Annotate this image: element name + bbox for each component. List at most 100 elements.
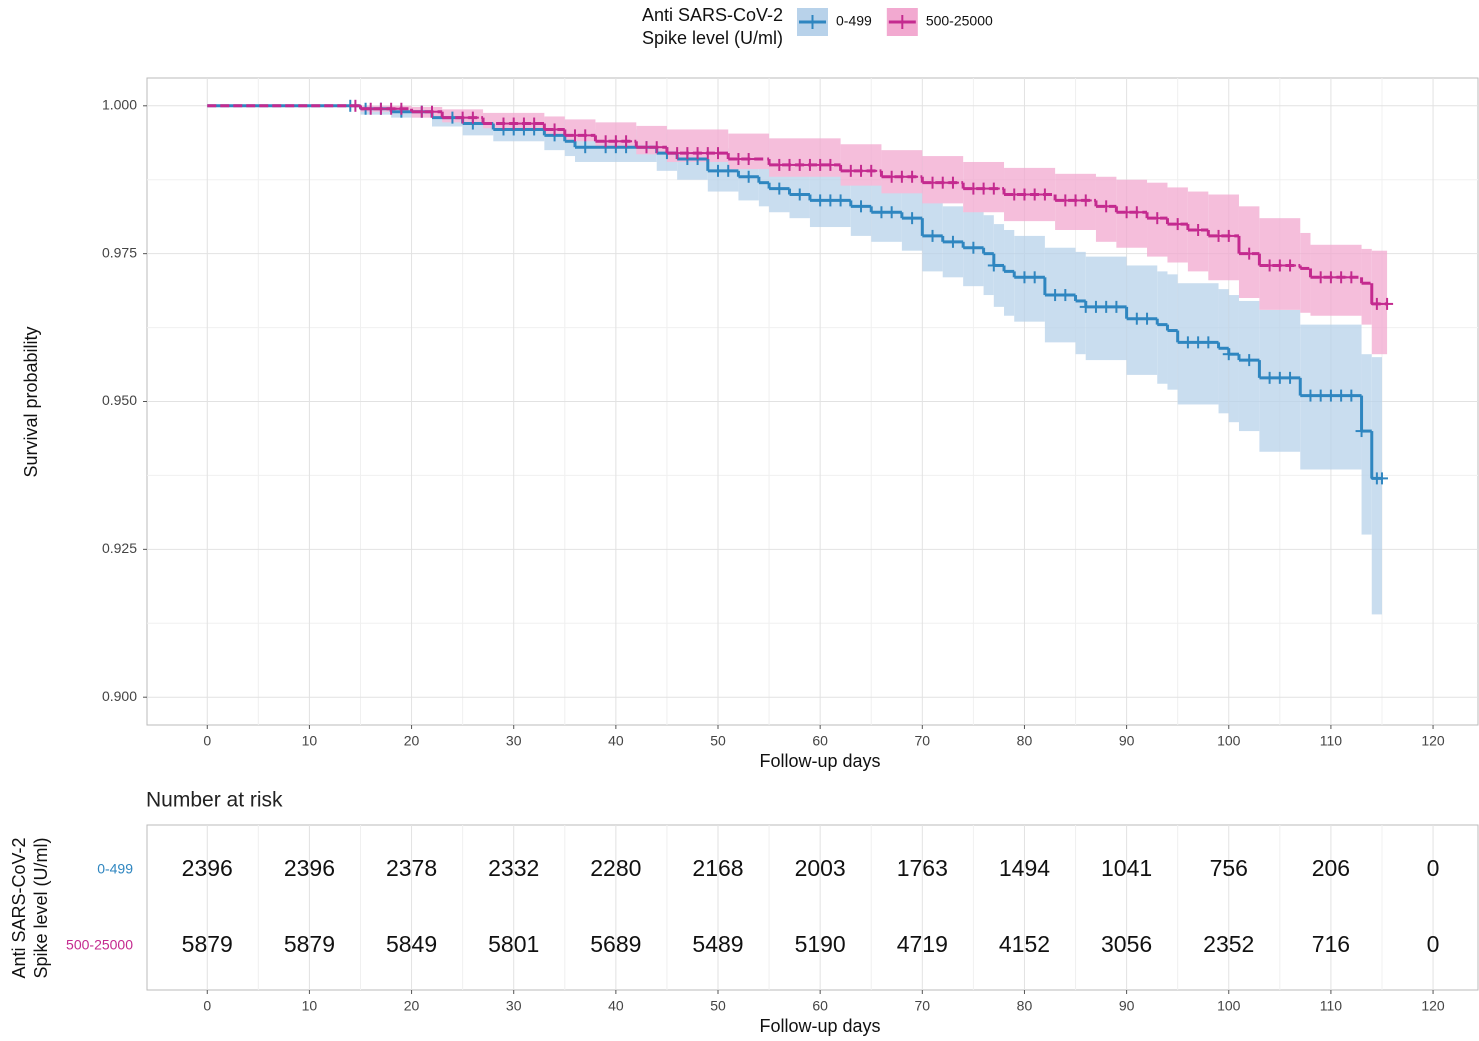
censor-mark	[1141, 312, 1154, 325]
censor-mark	[1375, 472, 1388, 485]
x-tick-label: 80	[1017, 733, 1033, 749]
censor-mark	[1079, 194, 1092, 207]
risk-count: 4152	[999, 931, 1050, 957]
x-tick-label: 120	[1421, 733, 1445, 749]
x-tick-label: 20	[404, 733, 420, 749]
censor-mark	[650, 141, 663, 154]
censor-mark	[681, 147, 694, 160]
censor-mark	[1171, 218, 1184, 231]
censor-mark	[926, 229, 939, 242]
censor-mark	[732, 153, 745, 166]
censor-mark	[671, 147, 684, 160]
censor-mark	[824, 194, 837, 207]
censor-mark	[855, 200, 868, 213]
x-tick-label: 10	[302, 998, 318, 1014]
x-tick-label: 10	[302, 733, 318, 749]
confidence-band	[1361, 248, 1372, 325]
confidence-band	[1157, 271, 1168, 384]
censor-mark	[1324, 389, 1337, 402]
censor-mark	[967, 241, 980, 254]
censor-mark	[1222, 229, 1235, 242]
censor-mark	[1202, 336, 1215, 349]
censor-mark	[1314, 271, 1327, 284]
censor-mark	[1192, 336, 1205, 349]
censor-mark	[1069, 194, 1082, 207]
censor-mark	[691, 147, 704, 160]
x-tick-label: 30	[506, 733, 522, 749]
risk-count: 1041	[1101, 855, 1152, 881]
confidence-band	[769, 138, 841, 177]
confidence-band	[1300, 232, 1311, 313]
censor-mark	[906, 212, 919, 225]
censor-mark	[895, 170, 908, 183]
x-tick-label: 90	[1119, 733, 1135, 749]
censor-mark	[1370, 297, 1383, 310]
x-tick-label: 40	[608, 733, 624, 749]
risk-count: 5489	[692, 931, 743, 957]
risk-count: 0	[1427, 931, 1440, 957]
censor-mark	[1100, 300, 1113, 313]
censor-mark	[1263, 259, 1276, 272]
table-panel	[146, 824, 1479, 991]
censor-mark	[814, 158, 827, 171]
risk-count: 3056	[1101, 931, 1152, 957]
risk-count: 2352	[1203, 931, 1254, 957]
censor-mark	[1335, 389, 1348, 402]
confidence-band	[1310, 244, 1362, 316]
censor-mark	[722, 164, 735, 177]
censor-mark	[507, 117, 520, 130]
x-tick-label: 40	[608, 998, 624, 1014]
censor-mark	[783, 158, 796, 171]
confidence-band	[1371, 357, 1382, 615]
row-label: 0-499	[97, 861, 133, 877]
censor-mark	[569, 129, 582, 142]
censor-mark	[855, 164, 868, 177]
censor-mark	[1110, 300, 1123, 313]
confidence-band	[1361, 354, 1372, 535]
censor-mark	[1008, 188, 1021, 201]
risk-count: 2168	[692, 855, 743, 881]
censor-mark	[1284, 259, 1297, 272]
censor-mark	[1059, 194, 1072, 207]
risk-table-title: Number at risk	[146, 789, 283, 812]
censor-mark	[1120, 206, 1133, 219]
censor-mark	[875, 206, 888, 219]
risk-count: 716	[1312, 931, 1350, 957]
censor-mark	[1018, 271, 1031, 284]
censor-mark	[1314, 389, 1327, 402]
x-tick-label: 100	[1217, 733, 1241, 749]
censor-mark	[844, 164, 857, 177]
censor-mark	[742, 170, 755, 183]
censor-mark	[1130, 206, 1143, 219]
x-tick-label: 100	[1217, 998, 1241, 1014]
censor-mark	[1243, 354, 1256, 367]
censor-mark	[824, 158, 837, 171]
confidence-band	[1218, 289, 1229, 414]
risk-count: 2003	[795, 855, 846, 881]
censor-mark	[977, 182, 990, 195]
censor-mark	[742, 153, 755, 166]
censor-mark	[1243, 247, 1256, 260]
censor-mark	[1151, 212, 1164, 225]
censor-mark	[712, 147, 725, 160]
risk-count: 1763	[897, 855, 948, 881]
censor-mark	[946, 235, 959, 248]
censor-mark	[1038, 188, 1051, 201]
censor-mark	[1324, 271, 1337, 284]
censor-mark	[1222, 348, 1235, 361]
censor-mark	[620, 135, 633, 148]
censor-mark	[374, 102, 387, 115]
censor-mark	[1273, 259, 1286, 272]
censor-mark	[364, 102, 377, 115]
censor-mark	[793, 188, 806, 201]
x-tick-label: 20	[404, 998, 420, 1014]
x-tick-label: 50	[710, 733, 726, 749]
risk-count: 5879	[284, 931, 335, 957]
x-tick-label: 70	[915, 733, 931, 749]
censor-mark	[1130, 312, 1143, 325]
x-axis-label: Follow-up days	[759, 751, 880, 771]
censor-mark	[1049, 289, 1062, 302]
censor-mark	[528, 117, 541, 130]
censor-mark	[517, 117, 530, 130]
